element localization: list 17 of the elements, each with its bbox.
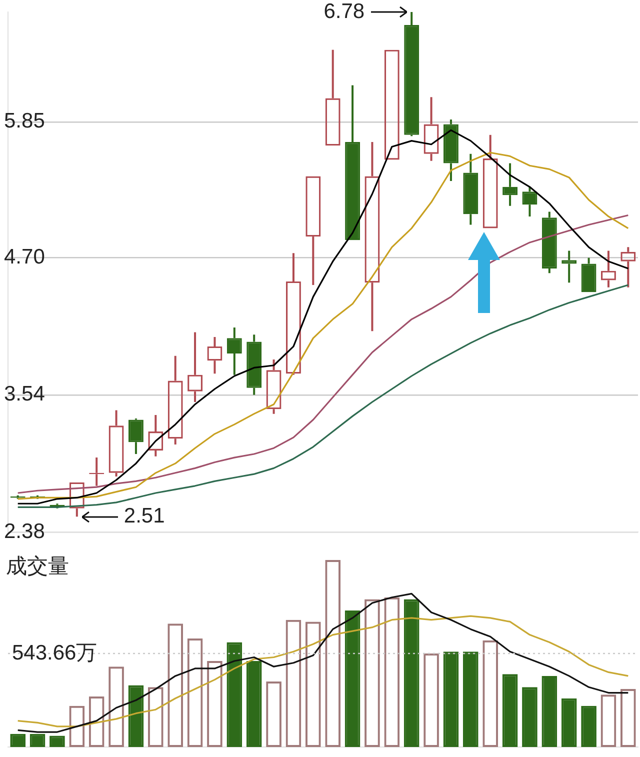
- candlestick: [404, 11, 420, 138]
- chart-title: 成交量: [6, 554, 69, 580]
- ref-line-label: 543.66万: [12, 641, 98, 664]
- candlestick: [542, 210, 557, 274]
- annotation: 6.78: [324, 0, 365, 23]
- candlestick: [502, 162, 518, 207]
- y-tick-label: 3.54: [4, 382, 46, 406]
- candlestick: [128, 418, 144, 455]
- candlestick: [581, 256, 596, 292]
- candlestick: [246, 334, 262, 396]
- candlestick: [463, 152, 478, 226]
- candlestick: [345, 84, 360, 240]
- y-tick-label: 5.85: [4, 110, 45, 133]
- annotation: 2.51: [124, 504, 165, 528]
- y-tick-label: 2.38: [4, 520, 45, 543]
- y-tick-label: 4.70: [4, 246, 45, 269]
- candlestick: [443, 118, 458, 182]
